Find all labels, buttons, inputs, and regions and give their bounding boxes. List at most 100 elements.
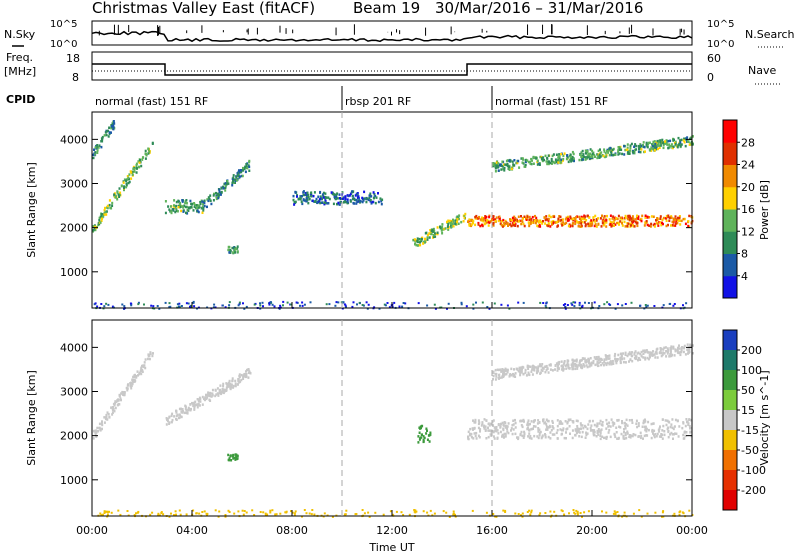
velocity-scatter-cell — [497, 376, 500, 380]
velocity-scatter-cell — [547, 426, 550, 429]
velocity-scatter-cell — [211, 394, 214, 397]
velocity-ground-cell — [151, 511, 154, 514]
velocity-scatter-cell — [542, 418, 544, 422]
power-ground-cell — [402, 302, 405, 304]
velocity-scatter-cell — [624, 353, 627, 356]
velocity-scatter-cell — [605, 427, 608, 430]
velocity-scatter-cell — [607, 431, 610, 434]
velocity-scatter-cell — [562, 369, 565, 372]
velocity-scatter-cell — [605, 355, 608, 359]
velocity-ground-cell — [678, 511, 681, 514]
power-scatter-cell — [107, 129, 110, 133]
velocity-scatter-cell — [518, 370, 521, 373]
velocity-scatter-cell — [136, 370, 139, 373]
velocity-scatter-cell — [151, 354, 154, 358]
power-scatter-cell — [517, 215, 520, 218]
velocity-scatter-cell — [554, 368, 556, 371]
velocity-scatter-cell — [644, 427, 647, 430]
velocity-ground-cell — [269, 509, 272, 512]
velocity-scatter-cell — [567, 366, 570, 369]
power-scatter-cell — [307, 193, 310, 197]
power-scatter-cell — [426, 236, 429, 239]
velocity-scatter-cell — [481, 421, 484, 424]
power-scatter-cell — [193, 202, 196, 205]
velocity-scatter-cell — [420, 424, 423, 428]
power-scatter-cell — [147, 152, 150, 155]
nsearch-tick-low: 10^0 — [707, 39, 734, 50]
velocity-ground-cell — [448, 516, 451, 518]
velocity-scatter-cell — [624, 432, 627, 435]
power-scatter-cell — [324, 199, 327, 203]
power-scatter-cell — [580, 151, 583, 154]
velocity-scatter-cell — [193, 408, 196, 411]
power-scatter-cell — [351, 194, 354, 198]
power-scatter-cell — [217, 195, 220, 198]
power-scatter-cell — [224, 186, 227, 189]
power-ground-cell — [571, 303, 574, 306]
velocity-scatter-cell — [492, 430, 495, 434]
power-scatter-cell — [529, 160, 531, 164]
velocity-scatter-cell — [643, 349, 646, 352]
power-scatter-cell — [324, 192, 327, 195]
power-scatter-cell — [600, 151, 603, 154]
power-scatter-cell — [99, 221, 102, 224]
power-scatter-cell — [426, 233, 429, 237]
power-scatter-cell — [355, 202, 358, 205]
velocity-ground-cell — [104, 510, 107, 513]
power-scatter-cell — [502, 218, 505, 222]
velocity-scatter-cell — [616, 419, 619, 422]
power-ground-cell — [168, 306, 171, 309]
velocity-scatter-cell — [549, 364, 552, 367]
power-ground-cell — [673, 303, 676, 305]
velocity-scatter-cell — [652, 432, 654, 435]
power-scatter-cell — [558, 215, 561, 218]
power-scatter-cell — [558, 153, 561, 156]
power-scatter-cell — [662, 216, 665, 220]
velocity-scatter-cell — [519, 433, 522, 437]
power-scatter-cell — [509, 218, 511, 221]
velocity-scatter-cell — [679, 353, 682, 357]
velocity-ground-cell — [415, 510, 418, 513]
velocity-scatter-cell — [688, 425, 691, 428]
velocity-scatter-cell — [514, 375, 517, 378]
velocity-scatter-cell — [423, 436, 426, 440]
velocity-ground-cell — [521, 515, 524, 518]
power-scatter-cell — [506, 222, 508, 225]
power-scatter-cell — [452, 225, 455, 228]
velocity-ground-cell — [408, 513, 411, 516]
power-ground-cell — [475, 301, 477, 304]
velocity-scatter-cell — [613, 354, 616, 358]
power-scatter-cell — [662, 143, 665, 147]
velocity-scatter-cell — [551, 369, 554, 372]
velocity-scatter-cell — [523, 430, 526, 434]
velocity-scatter-cell — [507, 422, 510, 425]
power-scatter-cell — [344, 195, 347, 198]
colorbar-swatch — [723, 142, 737, 165]
power-scatter-cell — [542, 220, 544, 223]
power-scatter-cell — [569, 216, 572, 220]
velocity-scatter-cell — [501, 370, 504, 373]
velocity-scatter-cell — [495, 430, 498, 433]
velocity-scatter-cell — [642, 421, 645, 425]
velocity-scatter-cell — [223, 390, 226, 393]
power-scatter-cell — [497, 219, 500, 223]
velocity-scatter-cell — [594, 357, 597, 361]
velocity-y-label: Slant Range [km] — [25, 370, 38, 466]
power-scatter-cell — [549, 161, 552, 165]
power-scatter-cell — [538, 163, 541, 166]
power-ground-cell — [168, 302, 171, 305]
power-scatter-cell — [636, 224, 639, 228]
power-scatter-cell — [310, 195, 313, 198]
power-scatter-cell — [551, 154, 554, 158]
power-scatter-cell — [456, 218, 459, 221]
velocity-scatter-cell — [495, 375, 498, 378]
freq-panel: Freq. [MHz] 18 8 60 0 Nave — [4, 51, 780, 85]
velocity-scatter-cell — [467, 437, 470, 441]
velocity-scatter-cell — [205, 393, 207, 397]
velocity-scatter-cell — [555, 431, 558, 435]
power-scatter-cell — [178, 202, 181, 205]
velocity-scatter-cell — [500, 422, 502, 426]
power-ground-cell — [404, 302, 407, 305]
velocity-scatter-cell — [634, 357, 637, 361]
power-scatter-cell — [220, 190, 223, 194]
